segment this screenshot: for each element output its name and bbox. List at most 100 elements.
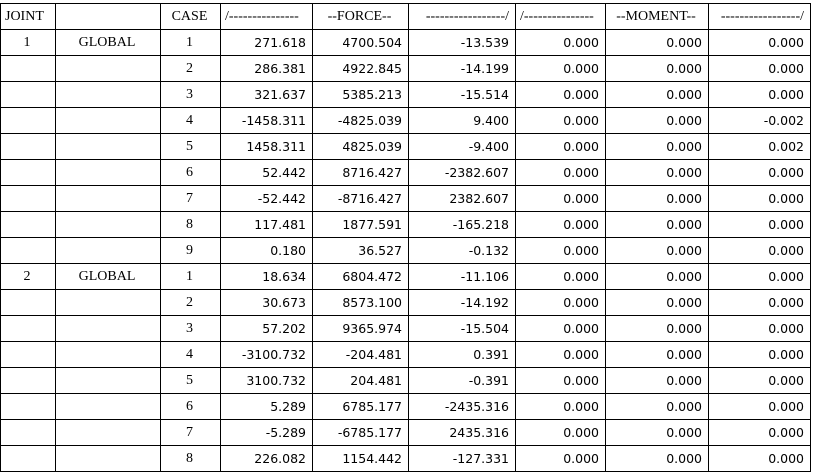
moment-z-cell: 0.000 bbox=[708, 315, 811, 342]
moment-x-cell: 0.000 bbox=[515, 81, 606, 108]
force-x-cell: 117.481 bbox=[220, 211, 313, 238]
system-cell bbox=[55, 107, 161, 134]
force-y-cell: 1877.591 bbox=[312, 211, 409, 238]
system-cell bbox=[55, 393, 161, 420]
force-y-cell: 4825.039 bbox=[312, 133, 409, 160]
system-cell bbox=[55, 133, 161, 160]
moment-z-cell: 0.000 bbox=[708, 445, 811, 472]
table-row: 2 GLOBAL 1 18.634 6804.472 -11.106 0.000 0.000 0… bbox=[0, 263, 811, 290]
system-cell bbox=[55, 159, 161, 186]
moment-z-cell: 0.000 bbox=[708, 263, 811, 290]
moment-z-cell: 0.000 bbox=[708, 393, 811, 420]
moment-y-cell: 0.000 bbox=[605, 289, 709, 316]
system-cell bbox=[55, 341, 161, 368]
case-cell: 7 bbox=[160, 185, 221, 212]
moment-z-cell: 0.000 bbox=[708, 367, 811, 394]
case-cell: 8 bbox=[160, 211, 221, 238]
table-row: 7 -5.289 -6785.177 2435.316 0.000 0.000 0.000 bbox=[0, 419, 811, 446]
moment-z-cell: 0.000 bbox=[708, 81, 811, 108]
moment-z-cell: 0.000 bbox=[708, 55, 811, 82]
moment-y-cell: 0.000 bbox=[605, 237, 709, 264]
system-cell bbox=[55, 81, 161, 108]
force-z-cell: -15.514 bbox=[408, 81, 516, 108]
moment-x-cell: 0.000 bbox=[515, 211, 606, 238]
table-row: 2 286.381 4922.845 -14.199 0.000 0.000 0.000 bbox=[0, 55, 811, 82]
force-y-cell: -4825.039 bbox=[312, 107, 409, 134]
moment-y-cell: 0.000 bbox=[605, 419, 709, 446]
table-row: 7 -52.442 -8716.427 2382.607 0.000 0.000 0.000 bbox=[0, 185, 811, 212]
header-force-end: -----------------/ bbox=[408, 3, 516, 30]
case-cell: 4 bbox=[160, 341, 221, 368]
force-y-cell: 4922.845 bbox=[312, 55, 409, 82]
case-cell: 4 bbox=[160, 107, 221, 134]
moment-x-cell: 0.000 bbox=[515, 107, 606, 134]
moment-x-cell: 0.000 bbox=[515, 29, 606, 56]
table-row: 5 1458.311 4825.039 -9.400 0.000 0.000 0.002 bbox=[0, 133, 811, 160]
table-row: 6 52.442 8716.427 -2382.607 0.000 0.000 0.000 bbox=[0, 159, 811, 186]
moment-x-cell: 0.000 bbox=[515, 393, 606, 420]
force-x-cell: 3100.732 bbox=[220, 367, 313, 394]
moment-y-cell: 0.000 bbox=[605, 55, 709, 82]
table-row: 9 0.180 36.527 -0.132 0.000 0.000 0.000 bbox=[0, 237, 811, 264]
header-moment-end: -----------------/ bbox=[708, 3, 811, 30]
moment-z-cell: 0.000 bbox=[708, 419, 811, 446]
system-cell bbox=[55, 419, 161, 446]
moment-x-cell: 0.000 bbox=[515, 289, 606, 316]
force-y-cell: -6785.177 bbox=[312, 419, 409, 446]
header-system bbox=[55, 3, 161, 30]
force-x-cell: 5.289 bbox=[220, 393, 313, 420]
header-force-start: /--------------- bbox=[220, 3, 313, 30]
case-cell: 2 bbox=[160, 55, 221, 82]
system-cell bbox=[55, 185, 161, 212]
joint-cell bbox=[0, 159, 56, 186]
force-x-cell: -1458.311 bbox=[220, 107, 313, 134]
force-x-cell: -3100.732 bbox=[220, 341, 313, 368]
moment-y-cell: 0.000 bbox=[605, 159, 709, 186]
force-z-cell: 2382.607 bbox=[408, 185, 516, 212]
force-z-cell: -165.218 bbox=[408, 211, 516, 238]
moment-z-cell: 0.000 bbox=[708, 289, 811, 316]
force-z-cell: -14.199 bbox=[408, 55, 516, 82]
moment-y-cell: 0.000 bbox=[605, 29, 709, 56]
moment-z-cell: -0.002 bbox=[708, 107, 811, 134]
force-y-cell: 6785.177 bbox=[312, 393, 409, 420]
force-y-cell: 6804.472 bbox=[312, 263, 409, 290]
joint-cell: 1 bbox=[0, 29, 56, 56]
moment-z-cell: 0.000 bbox=[708, 211, 811, 238]
force-y-cell: -204.481 bbox=[312, 341, 409, 368]
moment-x-cell: 0.000 bbox=[515, 55, 606, 82]
force-x-cell: 0.180 bbox=[220, 237, 313, 264]
force-z-cell: -11.106 bbox=[408, 263, 516, 290]
force-z-cell: -2435.316 bbox=[408, 393, 516, 420]
table-row: 4 -3100.732 -204.481 0.391 0.000 0.000 0.000 bbox=[0, 341, 811, 368]
force-x-cell: 271.618 bbox=[220, 29, 313, 56]
force-z-cell: -13.539 bbox=[408, 29, 516, 56]
joint-cell bbox=[0, 185, 56, 212]
moment-x-cell: 0.000 bbox=[515, 133, 606, 160]
force-y-cell: 5385.213 bbox=[312, 81, 409, 108]
moment-y-cell: 0.000 bbox=[605, 107, 709, 134]
system-cell bbox=[55, 445, 161, 472]
moment-x-cell: 0.000 bbox=[515, 159, 606, 186]
case-cell: 1 bbox=[160, 29, 221, 56]
moment-y-cell: 0.000 bbox=[605, 315, 709, 342]
header-case: CASE bbox=[160, 3, 221, 30]
force-x-cell: 1458.311 bbox=[220, 133, 313, 160]
header-force: --FORCE-- bbox=[312, 3, 409, 30]
force-x-cell: 30.673 bbox=[220, 289, 313, 316]
joint-cell bbox=[0, 445, 56, 472]
moment-z-cell: 0.000 bbox=[708, 341, 811, 368]
case-cell: 5 bbox=[160, 367, 221, 394]
force-y-cell: -8716.427 bbox=[312, 185, 409, 212]
moment-y-cell: 0.000 bbox=[605, 263, 709, 290]
case-cell: 9 bbox=[160, 237, 221, 264]
force-y-cell: 4700.504 bbox=[312, 29, 409, 56]
force-x-cell: 321.637 bbox=[220, 81, 313, 108]
system-cell bbox=[55, 367, 161, 394]
table-row: 6 5.289 6785.177 -2435.316 0.000 0.000 0.000 bbox=[0, 393, 811, 420]
case-cell: 3 bbox=[160, 315, 221, 342]
force-z-cell: 9.400 bbox=[408, 107, 516, 134]
system-cell bbox=[55, 289, 161, 316]
moment-x-cell: 0.000 bbox=[515, 367, 606, 394]
force-x-cell: 57.202 bbox=[220, 315, 313, 342]
